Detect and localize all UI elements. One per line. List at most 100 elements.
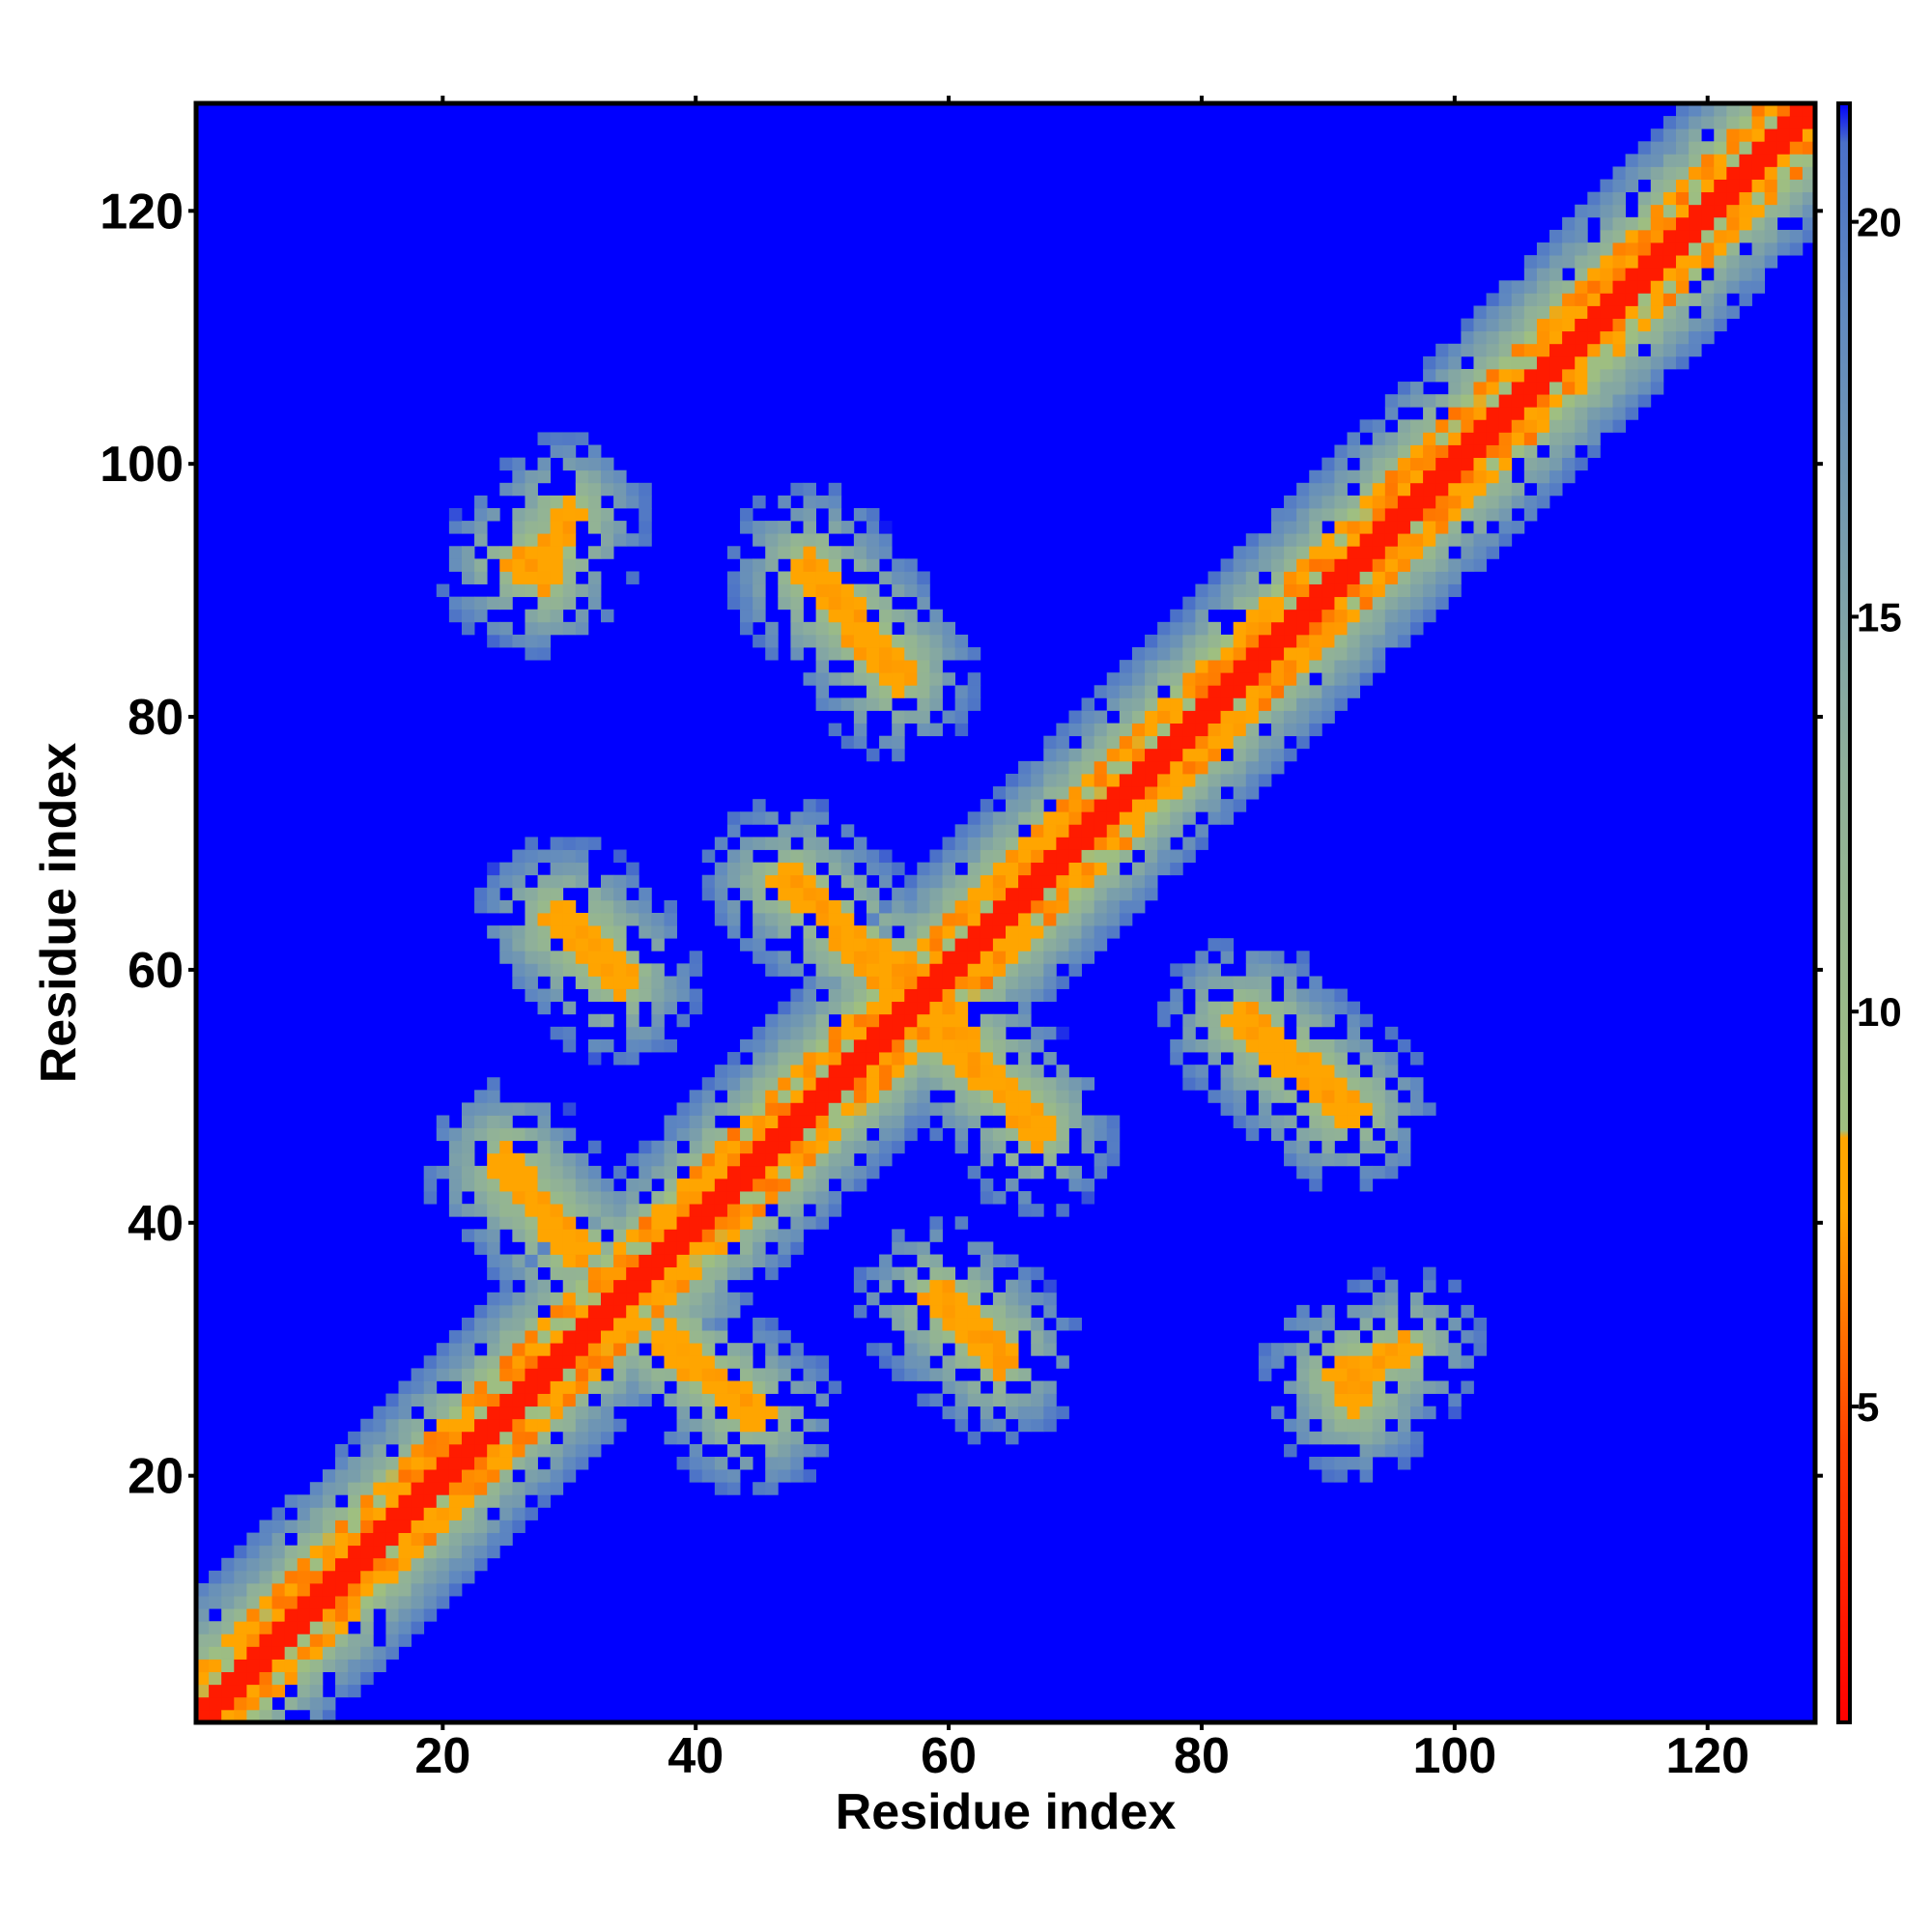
heatmap-cell — [714, 1165, 728, 1179]
heatmap-cell — [512, 976, 526, 989]
heatmap-cell — [512, 963, 526, 977]
heatmap-cell — [1675, 166, 1690, 180]
heatmap-cell — [1486, 343, 1500, 357]
heatmap-cell — [929, 988, 943, 1003]
heatmap-cell — [525, 521, 538, 534]
heatmap-cell — [1106, 1152, 1121, 1167]
heatmap-cell — [587, 1191, 602, 1205]
heatmap-cell — [929, 1127, 943, 1142]
heatmap-cell — [980, 963, 994, 977]
heatmap-cell — [487, 1393, 500, 1407]
heatmap-cell — [1536, 280, 1550, 294]
heatmap-cell — [1233, 748, 1247, 762]
heatmap-cell — [1031, 773, 1044, 787]
heatmap-cell — [714, 1292, 728, 1306]
heatmap-cell — [1372, 596, 1386, 611]
heatmap-cell — [954, 938, 969, 952]
heatmap-cell — [866, 634, 880, 648]
heatmap-cell — [613, 1330, 627, 1344]
heatmap-cell — [1549, 394, 1563, 408]
heatmap-cell — [613, 1204, 627, 1217]
heatmap-cell — [1220, 672, 1235, 686]
heatmap-cell — [1536, 457, 1550, 471]
heatmap-cell — [1195, 951, 1208, 964]
heatmap-cell — [1119, 849, 1133, 864]
heatmap-cell — [765, 1216, 779, 1230]
heatmap-cell — [980, 874, 994, 889]
heatmap-cell — [1270, 697, 1285, 711]
heatmap-cell — [929, 609, 943, 623]
heatmap-cell — [1372, 571, 1386, 584]
heatmap-cell — [778, 1431, 791, 1445]
heatmap-cell — [1689, 268, 1702, 281]
heatmap-cell — [1372, 1368, 1386, 1381]
heatmap-cell — [562, 1102, 577, 1116]
heatmap-cell — [1321, 647, 1335, 661]
heatmap-cell — [1195, 760, 1208, 775]
heatmap-cell — [423, 1494, 438, 1508]
heatmap-cell — [1461, 482, 1474, 497]
heatmap-cell — [1245, 596, 1260, 611]
heatmap-cell — [803, 1102, 816, 1116]
heatmap-cell — [1018, 925, 1032, 939]
heatmap-cell — [1675, 280, 1690, 294]
heatmap-cell — [1397, 1393, 1411, 1407]
heatmap-cell — [929, 1001, 943, 1015]
heatmap-cell — [879, 1065, 893, 1078]
heatmap-cell — [436, 1469, 450, 1483]
heatmap-cell — [1309, 1127, 1322, 1142]
heatmap-cell — [1170, 760, 1183, 775]
heatmap-cell — [1296, 546, 1310, 559]
heatmap-cell — [689, 1343, 703, 1356]
heatmap-cell — [512, 1494, 526, 1508]
heatmap-cell — [1359, 1406, 1374, 1420]
heatmap-cell — [1334, 1115, 1348, 1128]
heatmap-cell — [1776, 103, 1791, 117]
heatmap-cell — [954, 1026, 969, 1040]
heatmap-cell — [664, 1355, 677, 1369]
heatmap-cell — [1258, 760, 1272, 775]
heatmap-cell — [1764, 166, 1778, 180]
heatmap-cell — [1461, 1355, 1474, 1369]
heatmap-cell — [525, 1292, 538, 1306]
heatmap-cell — [1612, 355, 1626, 370]
heatmap-cell — [1435, 355, 1449, 370]
heatmap-cell — [790, 621, 804, 636]
heatmap-cell — [487, 1457, 500, 1470]
heatmap-cell — [866, 1013, 880, 1028]
heatmap-cell — [917, 1077, 930, 1091]
heatmap-cell — [525, 1241, 538, 1255]
heatmap-cell — [803, 583, 816, 598]
heatmap-cell — [1258, 621, 1272, 636]
heatmap-cell — [879, 1152, 893, 1167]
heatmap-cell — [790, 849, 804, 864]
heatmap-cell — [1612, 419, 1626, 433]
heatmap-cell — [373, 1557, 386, 1572]
heatmap-cell — [992, 1052, 1007, 1065]
heatmap-cell — [1321, 457, 1335, 471]
heatmap-cell — [1397, 583, 1411, 598]
heatmap-cell — [753, 1431, 766, 1445]
heatmap-cell — [1511, 368, 1525, 383]
heatmap-cell — [297, 1545, 311, 1559]
heatmap-cell — [1309, 521, 1322, 534]
heatmap-cell — [1549, 242, 1563, 256]
heatmap-cell — [651, 1266, 665, 1281]
heatmap-cell — [753, 1038, 766, 1053]
heatmap-cell — [879, 735, 893, 750]
heatmap-cell — [1233, 571, 1247, 584]
heatmap-cell — [765, 1165, 779, 1179]
heatmap-cell — [1549, 482, 1563, 497]
heatmap-cell — [550, 1254, 564, 1268]
heatmap-cell — [1043, 925, 1057, 939]
heatmap-cell — [942, 1279, 956, 1293]
heatmap-cell — [1309, 1318, 1322, 1331]
heatmap-cell — [1220, 710, 1235, 724]
heatmap-cell — [525, 1507, 538, 1520]
heatmap-cell — [1106, 1115, 1121, 1128]
heatmap-cell — [651, 913, 665, 926]
heatmap-cell — [1321, 1052, 1335, 1065]
heatmap-cell — [1536, 305, 1550, 319]
heatmap-cell — [512, 887, 526, 901]
heatmap-cell — [1258, 697, 1272, 711]
